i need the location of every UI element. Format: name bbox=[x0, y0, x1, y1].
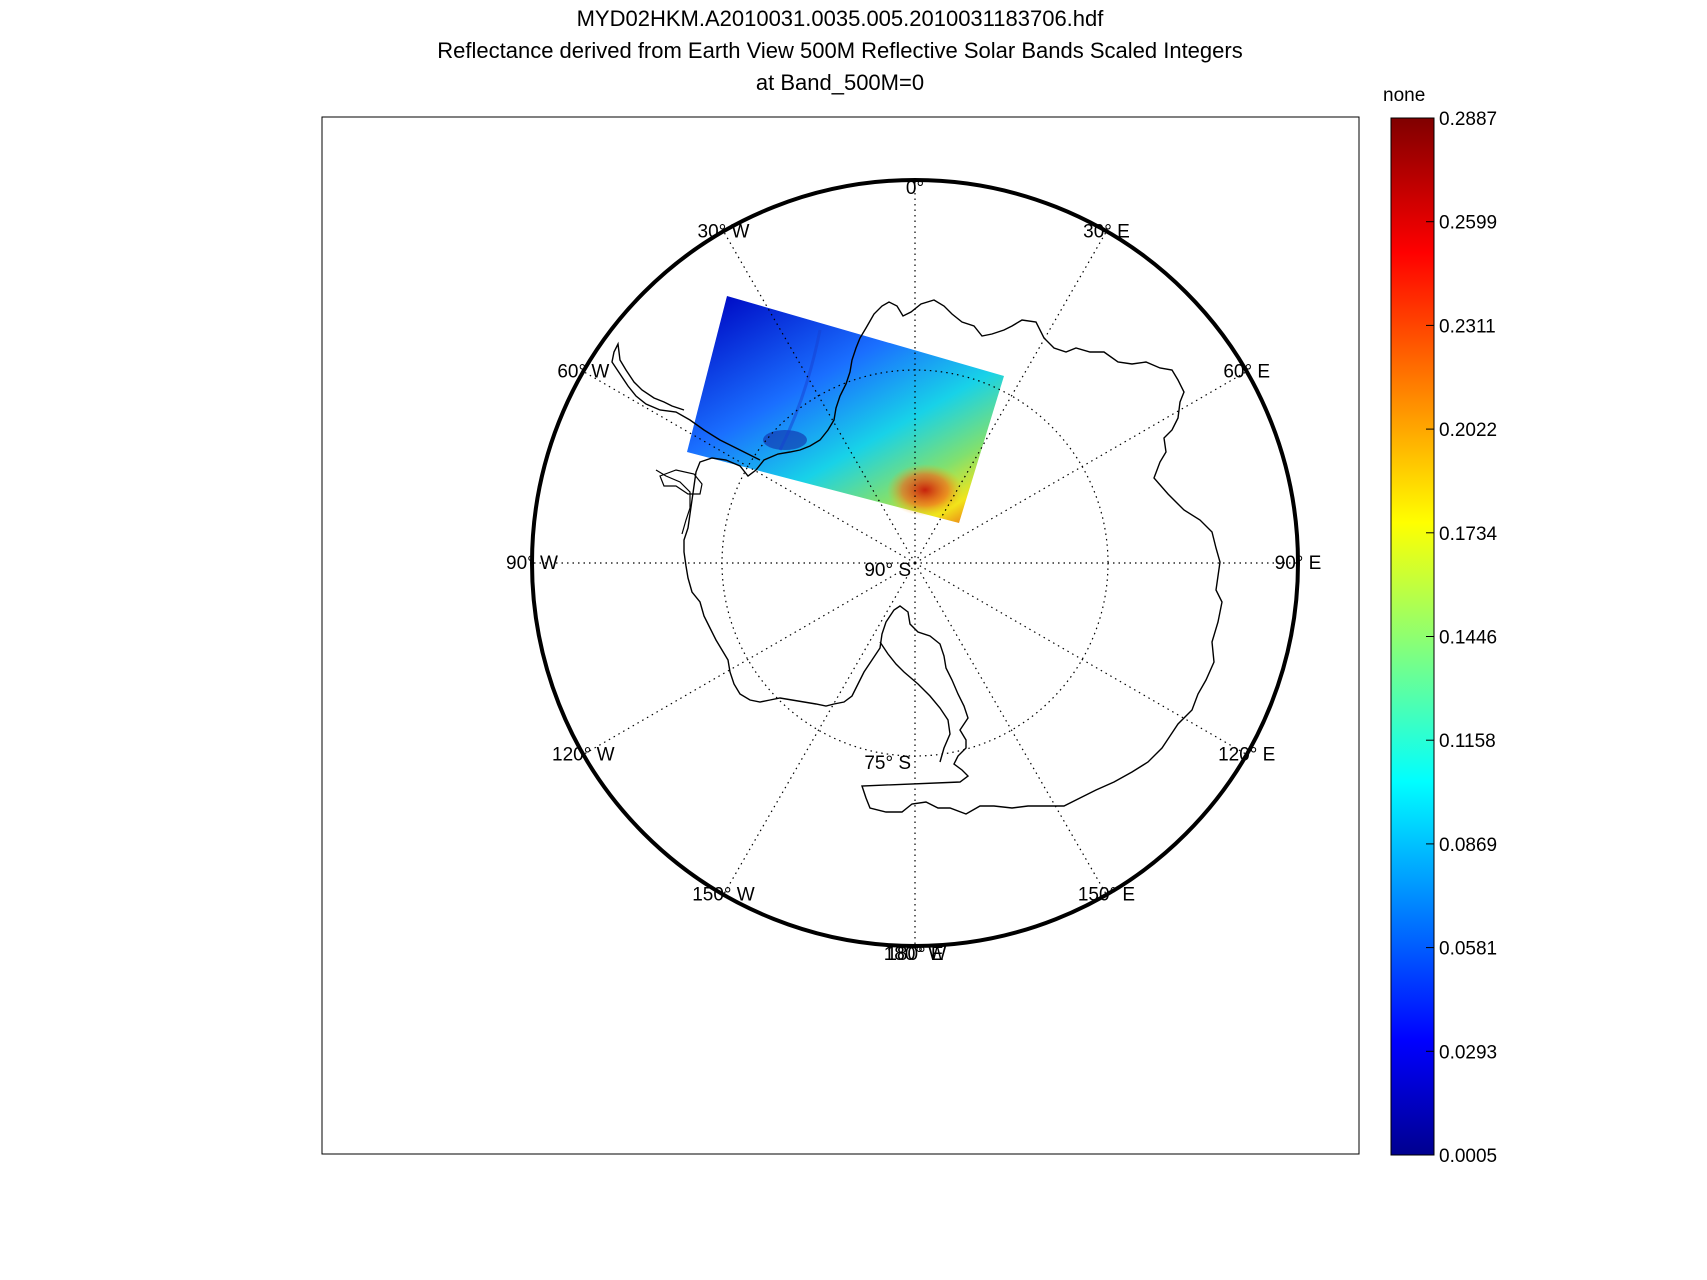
colorbar-tick-label: 0.0293 bbox=[1439, 1042, 1497, 1063]
meridian-label: 180° W bbox=[884, 944, 947, 965]
map-graticule bbox=[532, 180, 1298, 946]
meridian-label: 0° bbox=[906, 178, 924, 199]
meridian-label: 150° E bbox=[1078, 885, 1135, 906]
meridian-label: 60° W bbox=[557, 362, 609, 383]
ronne-ice-shelf-coastline bbox=[655, 469, 691, 535]
meridian-label: 180° E bbox=[886, 944, 943, 965]
meridian-line-60 bbox=[914, 370, 1247, 564]
colorbar-tick-label: 0.0869 bbox=[1439, 835, 1497, 856]
meridian-label: 90° E bbox=[1275, 553, 1322, 574]
meridian-line-150 bbox=[914, 562, 1108, 896]
colorbar-tick-label: 0.0005 bbox=[1439, 1146, 1497, 1167]
meridian-label: 90° W bbox=[506, 553, 558, 574]
parallel-labels: 90° S 75° S bbox=[864, 560, 911, 774]
colorbar-tick-label: 0.1734 bbox=[1439, 524, 1498, 545]
colorbar-tick-label: 0.0581 bbox=[1439, 939, 1497, 960]
parallel-label: 90° S bbox=[864, 560, 911, 581]
parallel-label: 75° S bbox=[864, 753, 911, 774]
ross-sea-coastline bbox=[879, 641, 951, 763]
colorbar-units-label: none bbox=[1383, 85, 1425, 106]
meridian-line-330 bbox=[722, 231, 916, 564]
colorbar-tick-label: 0.1158 bbox=[1439, 731, 1496, 752]
meridian-label: 120° E bbox=[1218, 745, 1275, 766]
antarctica-coastline bbox=[683, 299, 1223, 815]
meridian-line-240 bbox=[582, 562, 916, 756]
figure-title-line-1: MYD02HKM.A2010031.0035.005.2010031183706… bbox=[576, 6, 1104, 31]
figure-title-line-2: Reflectance derived from Earth View 500M… bbox=[437, 38, 1243, 63]
island-outline bbox=[659, 469, 703, 495]
map-boundary-circle bbox=[530, 178, 1300, 948]
colorbar-tick-label: 0.2311 bbox=[1439, 316, 1496, 337]
meridian-labels: 0° 30° E 60° E 90° E 120° E 150° E 180° E180° … bbox=[506, 178, 1321, 965]
colorbar-tick-label: 0.2022 bbox=[1439, 420, 1497, 441]
meridian-line-30 bbox=[914, 231, 1108, 564]
reflectance-swath bbox=[687, 296, 1004, 523]
antarctic-peninsula-coastline bbox=[611, 341, 761, 461]
colorbar-tick-label: 0.2887 bbox=[1439, 109, 1497, 130]
figure-title-line-3: at Band_500M=0 bbox=[755, 70, 925, 95]
meridian-label: 30° W bbox=[698, 221, 750, 242]
colorbar: none 0.2887 0.2599 0.2311 0.2022 0.1734 0.144… bbox=[1383, 85, 1498, 1167]
colorbar-tick-label: 0.2599 bbox=[1439, 213, 1497, 234]
meridian-label: 60° E bbox=[1223, 362, 1270, 383]
meridian-line-120 bbox=[914, 562, 1247, 756]
meridian-line-300 bbox=[582, 370, 916, 564]
meridian-line-210 bbox=[722, 562, 916, 896]
meridian-label: 30° E bbox=[1083, 221, 1130, 242]
meridian-label: 120° W bbox=[552, 745, 615, 766]
colorbar-tick-label: 0.1446 bbox=[1439, 628, 1497, 649]
meridian-label: 150° W bbox=[692, 885, 755, 906]
map-axes-frame bbox=[321, 116, 1360, 1155]
